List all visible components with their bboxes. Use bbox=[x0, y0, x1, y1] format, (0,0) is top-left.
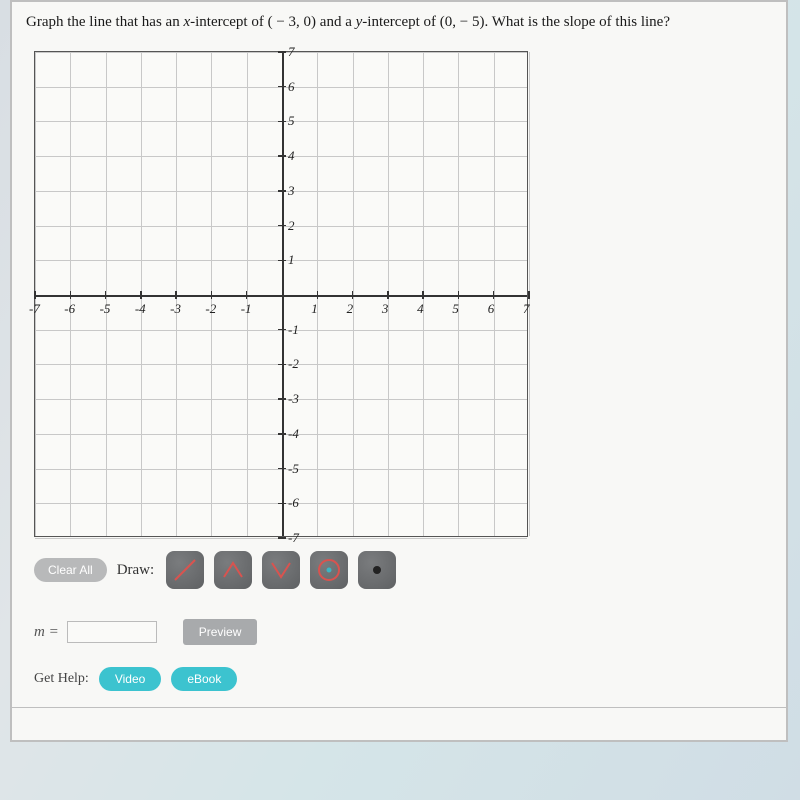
clear-all-button[interactable]: Clear All bbox=[34, 558, 107, 582]
y-tick-label: -2 bbox=[288, 356, 299, 372]
x-tick-label: -7 bbox=[29, 301, 40, 317]
line-icon bbox=[170, 555, 200, 585]
x-tick-label: -1 bbox=[241, 301, 252, 317]
point-icon bbox=[362, 555, 392, 585]
divider bbox=[12, 707, 786, 708]
y-tick-label: -3 bbox=[288, 391, 299, 407]
x-tick-label: -4 bbox=[135, 301, 146, 317]
angle-down-icon bbox=[266, 555, 296, 585]
y-tick-label: 7 bbox=[288, 44, 295, 60]
y-tick-label: 1 bbox=[288, 252, 295, 268]
x-tick-label: 3 bbox=[382, 301, 389, 317]
m-label: m = bbox=[34, 624, 59, 641]
help-row: Get Help: Video eBook bbox=[34, 667, 772, 691]
help-label: Get Help: bbox=[34, 671, 89, 687]
draw-label: Draw: bbox=[117, 562, 155, 579]
y-tick-label: 2 bbox=[288, 218, 295, 234]
y-tick-label: -5 bbox=[288, 461, 299, 477]
y-tick-label: 6 bbox=[288, 79, 295, 95]
y-tick-label: -6 bbox=[288, 495, 299, 511]
angle-up-tool[interactable] bbox=[214, 551, 252, 589]
q-xint-val: ( − 3, 0) bbox=[268, 14, 316, 30]
point-tool[interactable] bbox=[358, 551, 396, 589]
y-tick-label: -7 bbox=[288, 530, 299, 546]
footer-text bbox=[34, 714, 772, 726]
x-tick-label: -3 bbox=[170, 301, 181, 317]
preview-button[interactable]: Preview bbox=[183, 619, 258, 645]
draw-toolbar: Clear All Draw: bbox=[34, 551, 772, 589]
angle-down-tool[interactable] bbox=[262, 551, 300, 589]
circle-icon bbox=[314, 555, 344, 585]
y-tick-label: 5 bbox=[288, 113, 295, 129]
q-yint-lbl: -intercept of bbox=[362, 14, 439, 30]
y-tick-label: 4 bbox=[288, 148, 295, 164]
line-tool[interactable] bbox=[166, 551, 204, 589]
video-button[interactable]: Video bbox=[99, 667, 161, 691]
x-tick-label: 7 bbox=[523, 301, 530, 317]
x-tick-label: 5 bbox=[452, 301, 459, 317]
coordinate-plane[interactable]: -7-6-5-4-3-2-11234567-7-6-5-4-3-2-112345… bbox=[34, 51, 528, 537]
x-tick-label: -6 bbox=[64, 301, 75, 317]
question-card: Graph the line that has an x-intercept o… bbox=[10, 0, 788, 742]
q-mid: and a bbox=[316, 14, 356, 30]
x-tick-label: 1 bbox=[311, 301, 318, 317]
q-prefix: Graph the line that has an bbox=[26, 14, 183, 30]
x-tick-label: -5 bbox=[100, 301, 111, 317]
y-tick-label: -4 bbox=[288, 426, 299, 442]
graph-container: -7-6-5-4-3-2-11234567-7-6-5-4-3-2-112345… bbox=[34, 51, 772, 537]
y-tick-label: 3 bbox=[288, 183, 295, 199]
answer-row: m = Preview bbox=[34, 619, 772, 645]
x-tick-label: 4 bbox=[417, 301, 424, 317]
circle-tool[interactable] bbox=[310, 551, 348, 589]
q-yint-val: (0, − 5) bbox=[440, 14, 485, 30]
question-text: Graph the line that has an x-intercept o… bbox=[26, 12, 772, 33]
x-tick-label: -2 bbox=[205, 301, 216, 317]
q-xint-lbl: -intercept of bbox=[190, 14, 267, 30]
y-tick-label: -1 bbox=[288, 322, 299, 338]
x-tick-label: 6 bbox=[488, 301, 495, 317]
q-suffix: . What is the slope of this line? bbox=[484, 14, 670, 30]
ebook-button[interactable]: eBook bbox=[171, 667, 237, 691]
angle-up-icon bbox=[218, 555, 248, 585]
x-tick-label: 2 bbox=[347, 301, 354, 317]
slope-input[interactable] bbox=[67, 621, 157, 643]
